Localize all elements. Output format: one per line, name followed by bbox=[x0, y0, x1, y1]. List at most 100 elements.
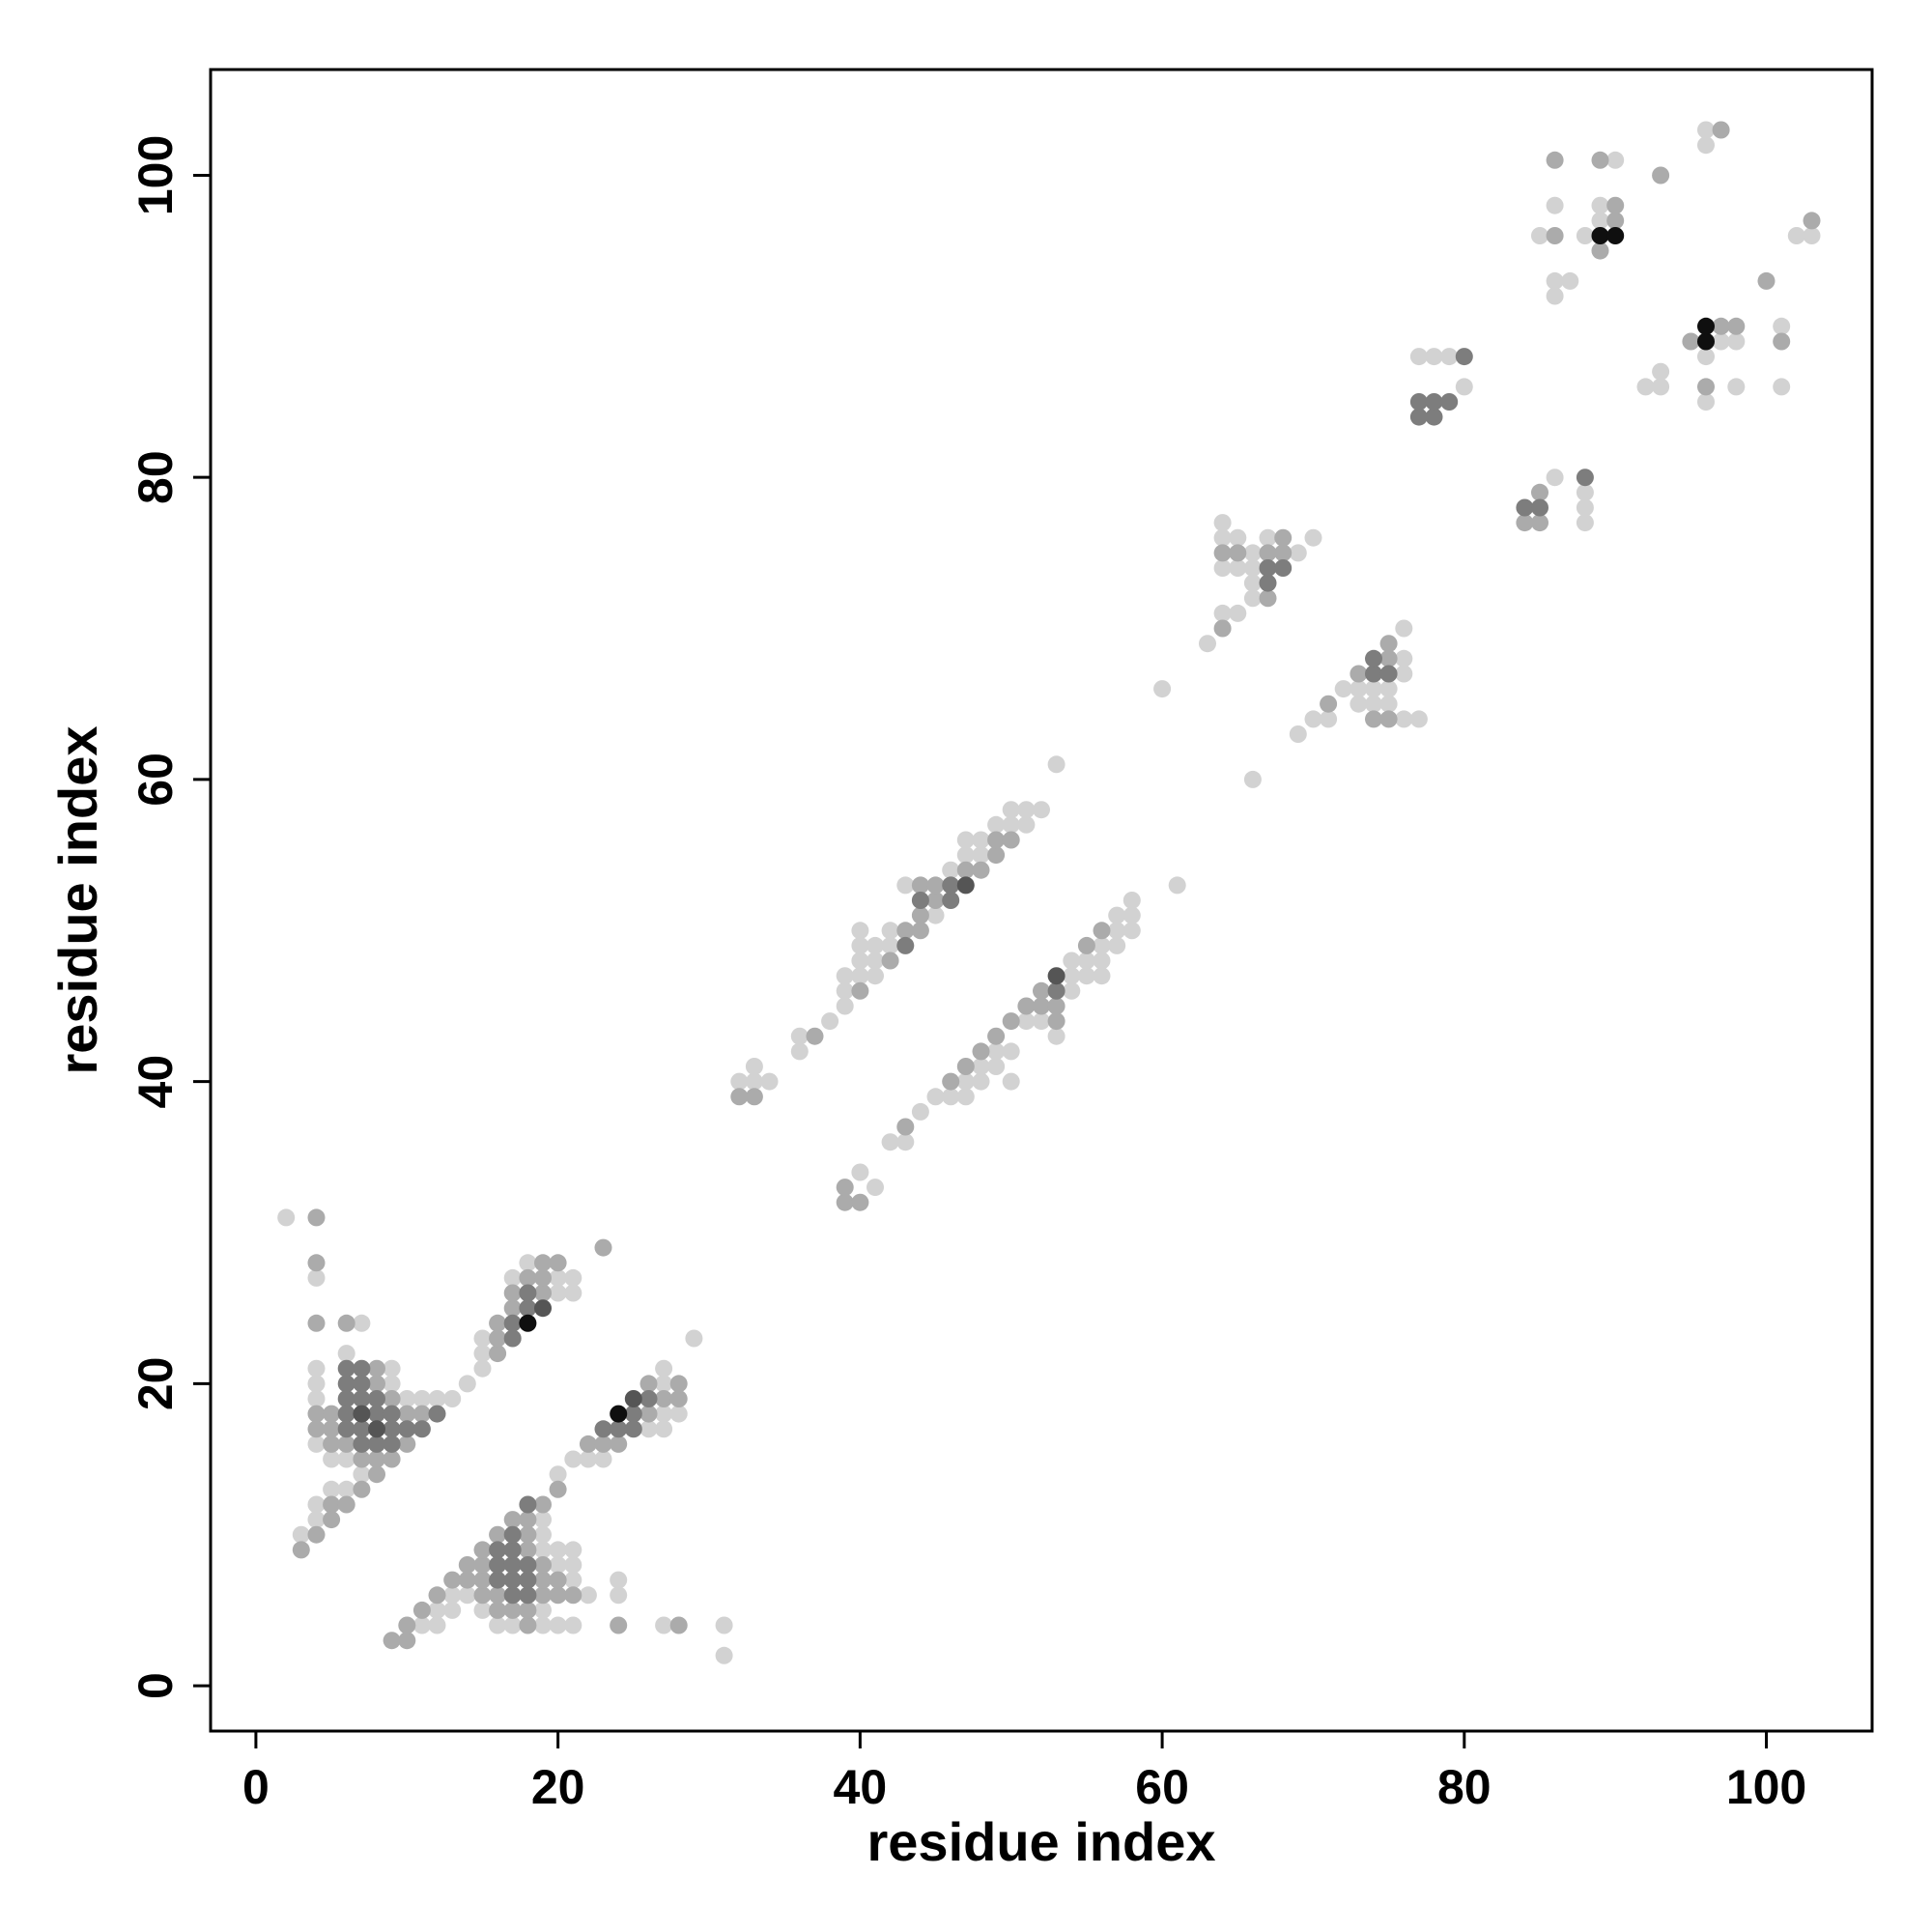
data-point bbox=[307, 1420, 326, 1438]
x-axis-title: residue index bbox=[867, 1811, 1215, 1872]
data-point bbox=[610, 1586, 628, 1605]
data-point bbox=[1002, 1042, 1020, 1061]
data-point bbox=[1274, 528, 1293, 547]
data-point bbox=[1017, 997, 1036, 1015]
data-point bbox=[867, 936, 884, 954]
data-point bbox=[353, 1375, 371, 1393]
data-point bbox=[1077, 967, 1095, 985]
data-point bbox=[896, 1118, 915, 1136]
data-point bbox=[1455, 348, 1473, 366]
data-point bbox=[383, 1420, 401, 1438]
data-point bbox=[655, 1390, 673, 1407]
data-point bbox=[896, 922, 915, 940]
data-point bbox=[323, 1495, 341, 1514]
data-point bbox=[323, 1405, 341, 1423]
data-point bbox=[1365, 710, 1382, 728]
data-point bbox=[428, 1586, 446, 1605]
data-point bbox=[307, 1525, 326, 1544]
data-point bbox=[1243, 559, 1262, 577]
data-point bbox=[323, 1435, 341, 1453]
data-point bbox=[987, 1042, 1006, 1061]
data-point bbox=[534, 1495, 552, 1514]
data-point bbox=[639, 1420, 658, 1438]
data-point bbox=[1108, 936, 1126, 954]
data-point bbox=[503, 1541, 522, 1559]
data-point bbox=[851, 967, 869, 985]
data-point bbox=[307, 1254, 326, 1272]
data-point bbox=[1697, 121, 1715, 139]
data-point bbox=[519, 1616, 537, 1634]
data-point bbox=[972, 831, 990, 849]
data-point bbox=[1033, 981, 1050, 1000]
data-point bbox=[1168, 876, 1186, 895]
data-point bbox=[579, 1586, 597, 1605]
data-point bbox=[956, 846, 975, 865]
data-point bbox=[412, 1405, 431, 1423]
data-point bbox=[1606, 196, 1625, 214]
data-point bbox=[519, 1586, 537, 1605]
data-point bbox=[1697, 317, 1715, 335]
data-point bbox=[337, 1405, 355, 1423]
data-point bbox=[881, 952, 899, 970]
data-point bbox=[972, 1042, 990, 1061]
plot-frame bbox=[209, 68, 1874, 1733]
data-point bbox=[503, 1511, 522, 1529]
data-point bbox=[323, 1511, 341, 1529]
data-point bbox=[1063, 981, 1081, 1000]
data-point bbox=[1379, 635, 1398, 653]
data-point bbox=[1606, 227, 1625, 244]
data-point bbox=[911, 906, 929, 924]
data-point bbox=[1757, 271, 1776, 290]
data-point bbox=[1379, 649, 1398, 668]
data-point bbox=[1108, 906, 1126, 924]
data-point bbox=[1047, 755, 1065, 774]
data-point bbox=[1002, 831, 1020, 849]
data-point bbox=[534, 1525, 552, 1544]
data-point bbox=[1289, 725, 1307, 743]
data-point bbox=[519, 1268, 537, 1287]
data-point bbox=[624, 1405, 642, 1423]
data-point bbox=[942, 1072, 960, 1091]
data-point bbox=[323, 1480, 341, 1498]
data-point bbox=[307, 1314, 326, 1332]
data-point bbox=[851, 936, 869, 954]
data-point bbox=[473, 1329, 492, 1348]
data-point bbox=[655, 1359, 673, 1378]
data-point bbox=[1350, 665, 1368, 683]
data-point bbox=[610, 1420, 628, 1438]
data-point bbox=[549, 1268, 567, 1287]
data-point bbox=[942, 892, 960, 909]
data-point bbox=[1033, 801, 1050, 819]
data-point bbox=[942, 876, 960, 895]
data-point bbox=[519, 1525, 537, 1544]
data-point bbox=[1576, 498, 1594, 517]
data-point bbox=[1773, 317, 1791, 335]
data-point bbox=[836, 1193, 854, 1211]
data-point bbox=[1243, 544, 1262, 562]
data-point bbox=[1304, 710, 1322, 728]
data-point bbox=[1561, 271, 1579, 290]
data-point bbox=[519, 1254, 537, 1272]
data-point bbox=[1576, 227, 1594, 244]
data-point bbox=[1259, 544, 1277, 562]
data-point bbox=[1365, 665, 1382, 683]
data-point bbox=[669, 1616, 688, 1634]
data-point bbox=[745, 1072, 763, 1091]
data-point bbox=[503, 1284, 522, 1302]
data-point bbox=[534, 1511, 552, 1529]
data-point bbox=[1425, 393, 1443, 411]
data-point bbox=[1697, 332, 1715, 351]
data-point bbox=[987, 846, 1006, 865]
data-point bbox=[489, 1571, 507, 1589]
data-point bbox=[610, 1616, 628, 1634]
y-tick-label: 40 bbox=[128, 1055, 183, 1109]
data-point bbox=[579, 1435, 597, 1453]
data-point bbox=[655, 1375, 673, 1393]
data-point bbox=[503, 1601, 522, 1619]
data-point bbox=[594, 1238, 612, 1257]
data-point bbox=[443, 1586, 462, 1605]
data-point bbox=[972, 1072, 990, 1091]
data-point bbox=[1379, 710, 1398, 728]
data-point bbox=[337, 1359, 355, 1378]
data-point bbox=[398, 1390, 416, 1407]
